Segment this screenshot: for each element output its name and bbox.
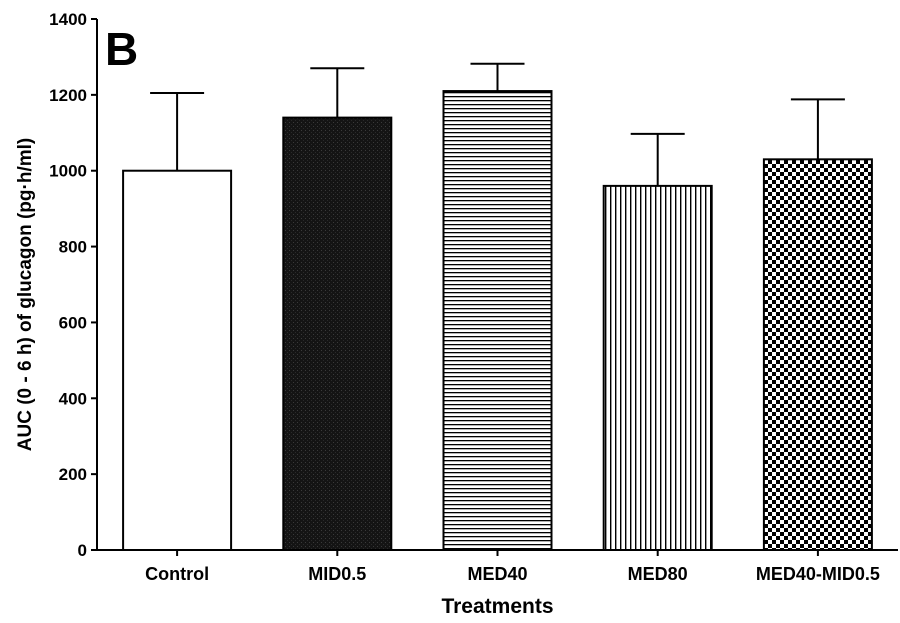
x-axis-title: Treatments xyxy=(441,595,553,618)
y-tick-label: 600 xyxy=(59,313,87,332)
y-tick-label: 800 xyxy=(59,238,87,257)
y-tick-label: 1200 xyxy=(49,86,87,105)
x-tick-label: MED40 xyxy=(467,564,527,584)
y-tick-label: 200 xyxy=(59,465,87,484)
x-tick-label: Control xyxy=(145,564,209,584)
y-tick-label: 1000 xyxy=(49,162,87,181)
bar xyxy=(602,184,713,551)
axis-labels: Control MID0.5 MED40 MED80 MED40-MID0.5 Treat… xyxy=(15,138,880,618)
bars xyxy=(122,62,873,551)
y-tick-label: 0 xyxy=(78,541,87,560)
bar xyxy=(282,116,393,551)
bar xyxy=(762,158,873,551)
panel-label: B xyxy=(105,23,139,75)
y-tick-label: 1400 xyxy=(49,10,87,29)
y-tick-label: 400 xyxy=(59,389,87,408)
y-axis-title: AUC (0 - 6 h) of glucagon (pg·h/ml) xyxy=(15,138,36,451)
bar xyxy=(442,90,553,551)
bar xyxy=(122,169,233,551)
x-tick-label: MED40-MID0.5 xyxy=(756,564,880,584)
x-tick-label: MID0.5 xyxy=(308,564,366,584)
x-tick-label: MED80 xyxy=(628,564,688,584)
